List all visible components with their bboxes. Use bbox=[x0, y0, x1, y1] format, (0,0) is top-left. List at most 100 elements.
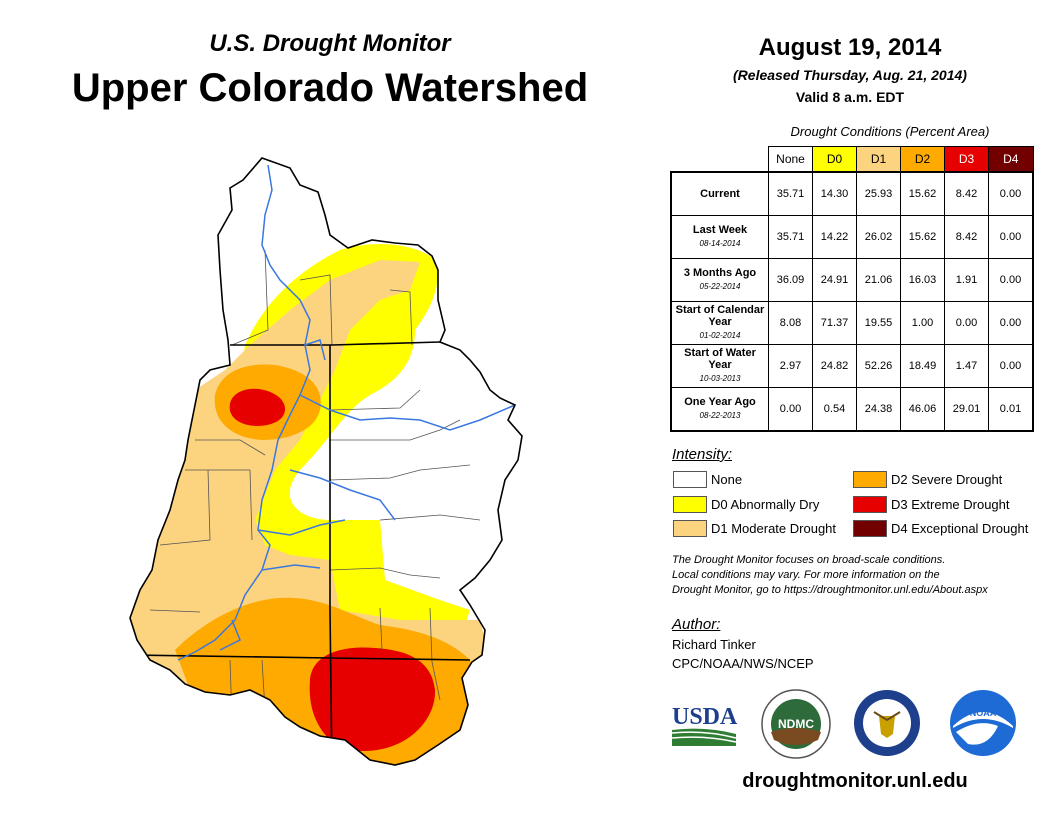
cell-none: 0.00 bbox=[768, 387, 813, 432]
cell-d1: 52.26 bbox=[856, 344, 901, 388]
row-title: One Year Ago bbox=[684, 396, 756, 408]
col-d3: D3 bbox=[944, 146, 989, 173]
cell-d0: 0.54 bbox=[812, 387, 857, 432]
legend-swatch-d4 bbox=[853, 520, 887, 537]
author-title: Author: bbox=[672, 616, 721, 633]
legend-swatch-d1 bbox=[673, 520, 707, 537]
cell-d0: 24.91 bbox=[812, 258, 857, 302]
website-url: droughtmonitor.unl.edu bbox=[742, 770, 968, 792]
cell-d3: 8.42 bbox=[944, 215, 989, 259]
cell-d0: 14.22 bbox=[812, 215, 857, 259]
note-line-3: Drought Monitor, go to https://droughtmo… bbox=[672, 584, 988, 596]
state-boundaries bbox=[130, 341, 471, 765]
d3-region-south bbox=[309, 647, 436, 752]
legend-title: Intensity: bbox=[672, 446, 733, 463]
cell-d4: 0.00 bbox=[988, 344, 1034, 388]
cell-d0: 14.30 bbox=[812, 171, 857, 216]
cell-d0: 71.37 bbox=[812, 301, 857, 345]
d0-region-southeast bbox=[330, 520, 460, 630]
cell-d2: 18.49 bbox=[900, 344, 945, 388]
legend-label-d1: D1 Moderate Drought bbox=[711, 521, 837, 536]
cell-d1: 19.55 bbox=[856, 301, 901, 345]
row-title: Start of Calendar Year bbox=[675, 304, 765, 328]
cell-d3: 1.91 bbox=[944, 258, 989, 302]
cell-d1: 25.93 bbox=[856, 171, 901, 216]
table-row: 3 Months Ago 05-22-2014 36.09 24.91 21.06… bbox=[670, 258, 1034, 302]
drought-conditions-table: None D0 D1 D2 D3 D4 Current 35.71 14.30 … bbox=[670, 146, 1034, 432]
legend-label-d4: D4 Exceptional Drought bbox=[891, 521, 1029, 536]
cell-d4: 0.00 bbox=[988, 171, 1034, 216]
cell-d0: 24.82 bbox=[812, 344, 857, 388]
legend-label-none: None bbox=[711, 472, 743, 487]
cell-none: 2.97 bbox=[768, 344, 813, 388]
cell-none: 36.09 bbox=[768, 258, 813, 302]
rivers bbox=[177, 164, 516, 661]
cell-d2: 15.62 bbox=[900, 171, 945, 216]
header-blank-cell bbox=[671, 147, 769, 173]
cell-d1: 26.02 bbox=[856, 215, 901, 259]
col-none: None bbox=[768, 146, 813, 173]
cell-d2: 1.00 bbox=[900, 301, 945, 345]
cell-d1: 21.06 bbox=[856, 258, 901, 302]
row-date: 10-03-2013 bbox=[699, 374, 741, 383]
cell-d4: 0.00 bbox=[988, 258, 1034, 302]
county-lines bbox=[149, 249, 481, 721]
cell-d3: 0.00 bbox=[944, 301, 989, 345]
row-label: Start of Calendar Year 01-02-2014 bbox=[670, 301, 769, 345]
cell-d4: 0.00 bbox=[988, 215, 1034, 259]
legend-label-d2: D2 Severe Drought bbox=[891, 472, 1003, 487]
commerce-seal-logo bbox=[854, 690, 920, 756]
table-header-row: None D0 D1 D2 D3 D4 bbox=[671, 146, 1034, 173]
table-row: Last Week 08-14-2014 35.71 14.22 26.02 15… bbox=[670, 215, 1034, 259]
noaa-logo-text: NOAA bbox=[970, 708, 997, 718]
cell-d4: 0.01 bbox=[988, 387, 1034, 432]
noaa-bird-icon bbox=[956, 723, 998, 745]
col-d0: D0 bbox=[812, 146, 857, 173]
ndmc-logo: NDMC bbox=[761, 689, 831, 759]
cell-d1: 24.38 bbox=[856, 387, 901, 432]
cell-d3: 1.47 bbox=[944, 344, 989, 388]
row-title: Current bbox=[700, 188, 740, 200]
author-org: CPC/NOAA/NWS/NCEP bbox=[672, 656, 814, 671]
map-subtitle: U.S. Drought Monitor bbox=[209, 30, 451, 57]
table-row: One Year Ago 08-22-2013 0.00 0.54 24.38 4… bbox=[670, 387, 1034, 432]
col-d4: D4 bbox=[988, 146, 1034, 173]
cell-none: 8.08 bbox=[768, 301, 813, 345]
map-date: August 19, 2014 bbox=[758, 34, 942, 61]
d3-region-north bbox=[229, 388, 286, 426]
row-label: One Year Ago 08-22-2013 bbox=[670, 387, 769, 432]
release-date: (Released Thursday, Aug. 21, 2014) bbox=[733, 67, 967, 83]
table-caption: Drought Conditions (Percent Area) bbox=[790, 124, 990, 139]
row-date: 08-22-2013 bbox=[699, 411, 741, 420]
row-title: 3 Months Ago bbox=[683, 267, 757, 279]
cell-d3: 29.01 bbox=[944, 387, 989, 432]
row-date: 08-14-2014 bbox=[699, 239, 741, 248]
legend-label-d0: D0 Abnormally Dry bbox=[711, 497, 820, 512]
row-label: Last Week 08-14-2014 bbox=[670, 215, 769, 259]
eagle-shield-icon bbox=[879, 716, 895, 738]
row-date: 05-22-2014 bbox=[699, 282, 741, 291]
legend-label-d3: D3 Extreme Drought bbox=[891, 497, 1010, 512]
cell-d2: 46.06 bbox=[900, 387, 945, 432]
row-date: 01-02-2014 bbox=[699, 331, 741, 340]
row-title: Start of Water Year bbox=[684, 347, 756, 371]
valid-time: Valid 8 a.m. EDT bbox=[795, 89, 905, 105]
legend-swatch-d2 bbox=[853, 471, 887, 488]
cell-none: 35.71 bbox=[768, 215, 813, 259]
cell-d4: 0.00 bbox=[988, 301, 1034, 345]
table-row: Start of Calendar Year 01-02-2014 8.08 71… bbox=[670, 301, 1034, 345]
basin-outline bbox=[129, 157, 523, 766]
row-title: Last Week bbox=[692, 224, 748, 236]
ndmc-logo-text: NDMC bbox=[778, 717, 814, 731]
usda-logo-text: USDA bbox=[672, 704, 738, 730]
cell-d3: 8.42 bbox=[944, 171, 989, 216]
row-label: Start of Water Year 10-03-2013 bbox=[670, 344, 769, 388]
author-name: Richard Tinker bbox=[672, 637, 756, 652]
note-line-1: The Drought Monitor focuses on broad-sca… bbox=[672, 554, 946, 566]
noaa-logo: NOAA bbox=[950, 690, 1016, 756]
map-title: Upper Colorado Watershed bbox=[71, 66, 589, 110]
table-row: Start of Water Year 10-03-2013 2.97 24.82… bbox=[670, 344, 1034, 388]
cell-d2: 16.03 bbox=[900, 258, 945, 302]
row-label: 3 Months Ago 05-22-2014 bbox=[670, 258, 769, 302]
note-line-2: Local conditions may vary. For more info… bbox=[672, 569, 940, 581]
